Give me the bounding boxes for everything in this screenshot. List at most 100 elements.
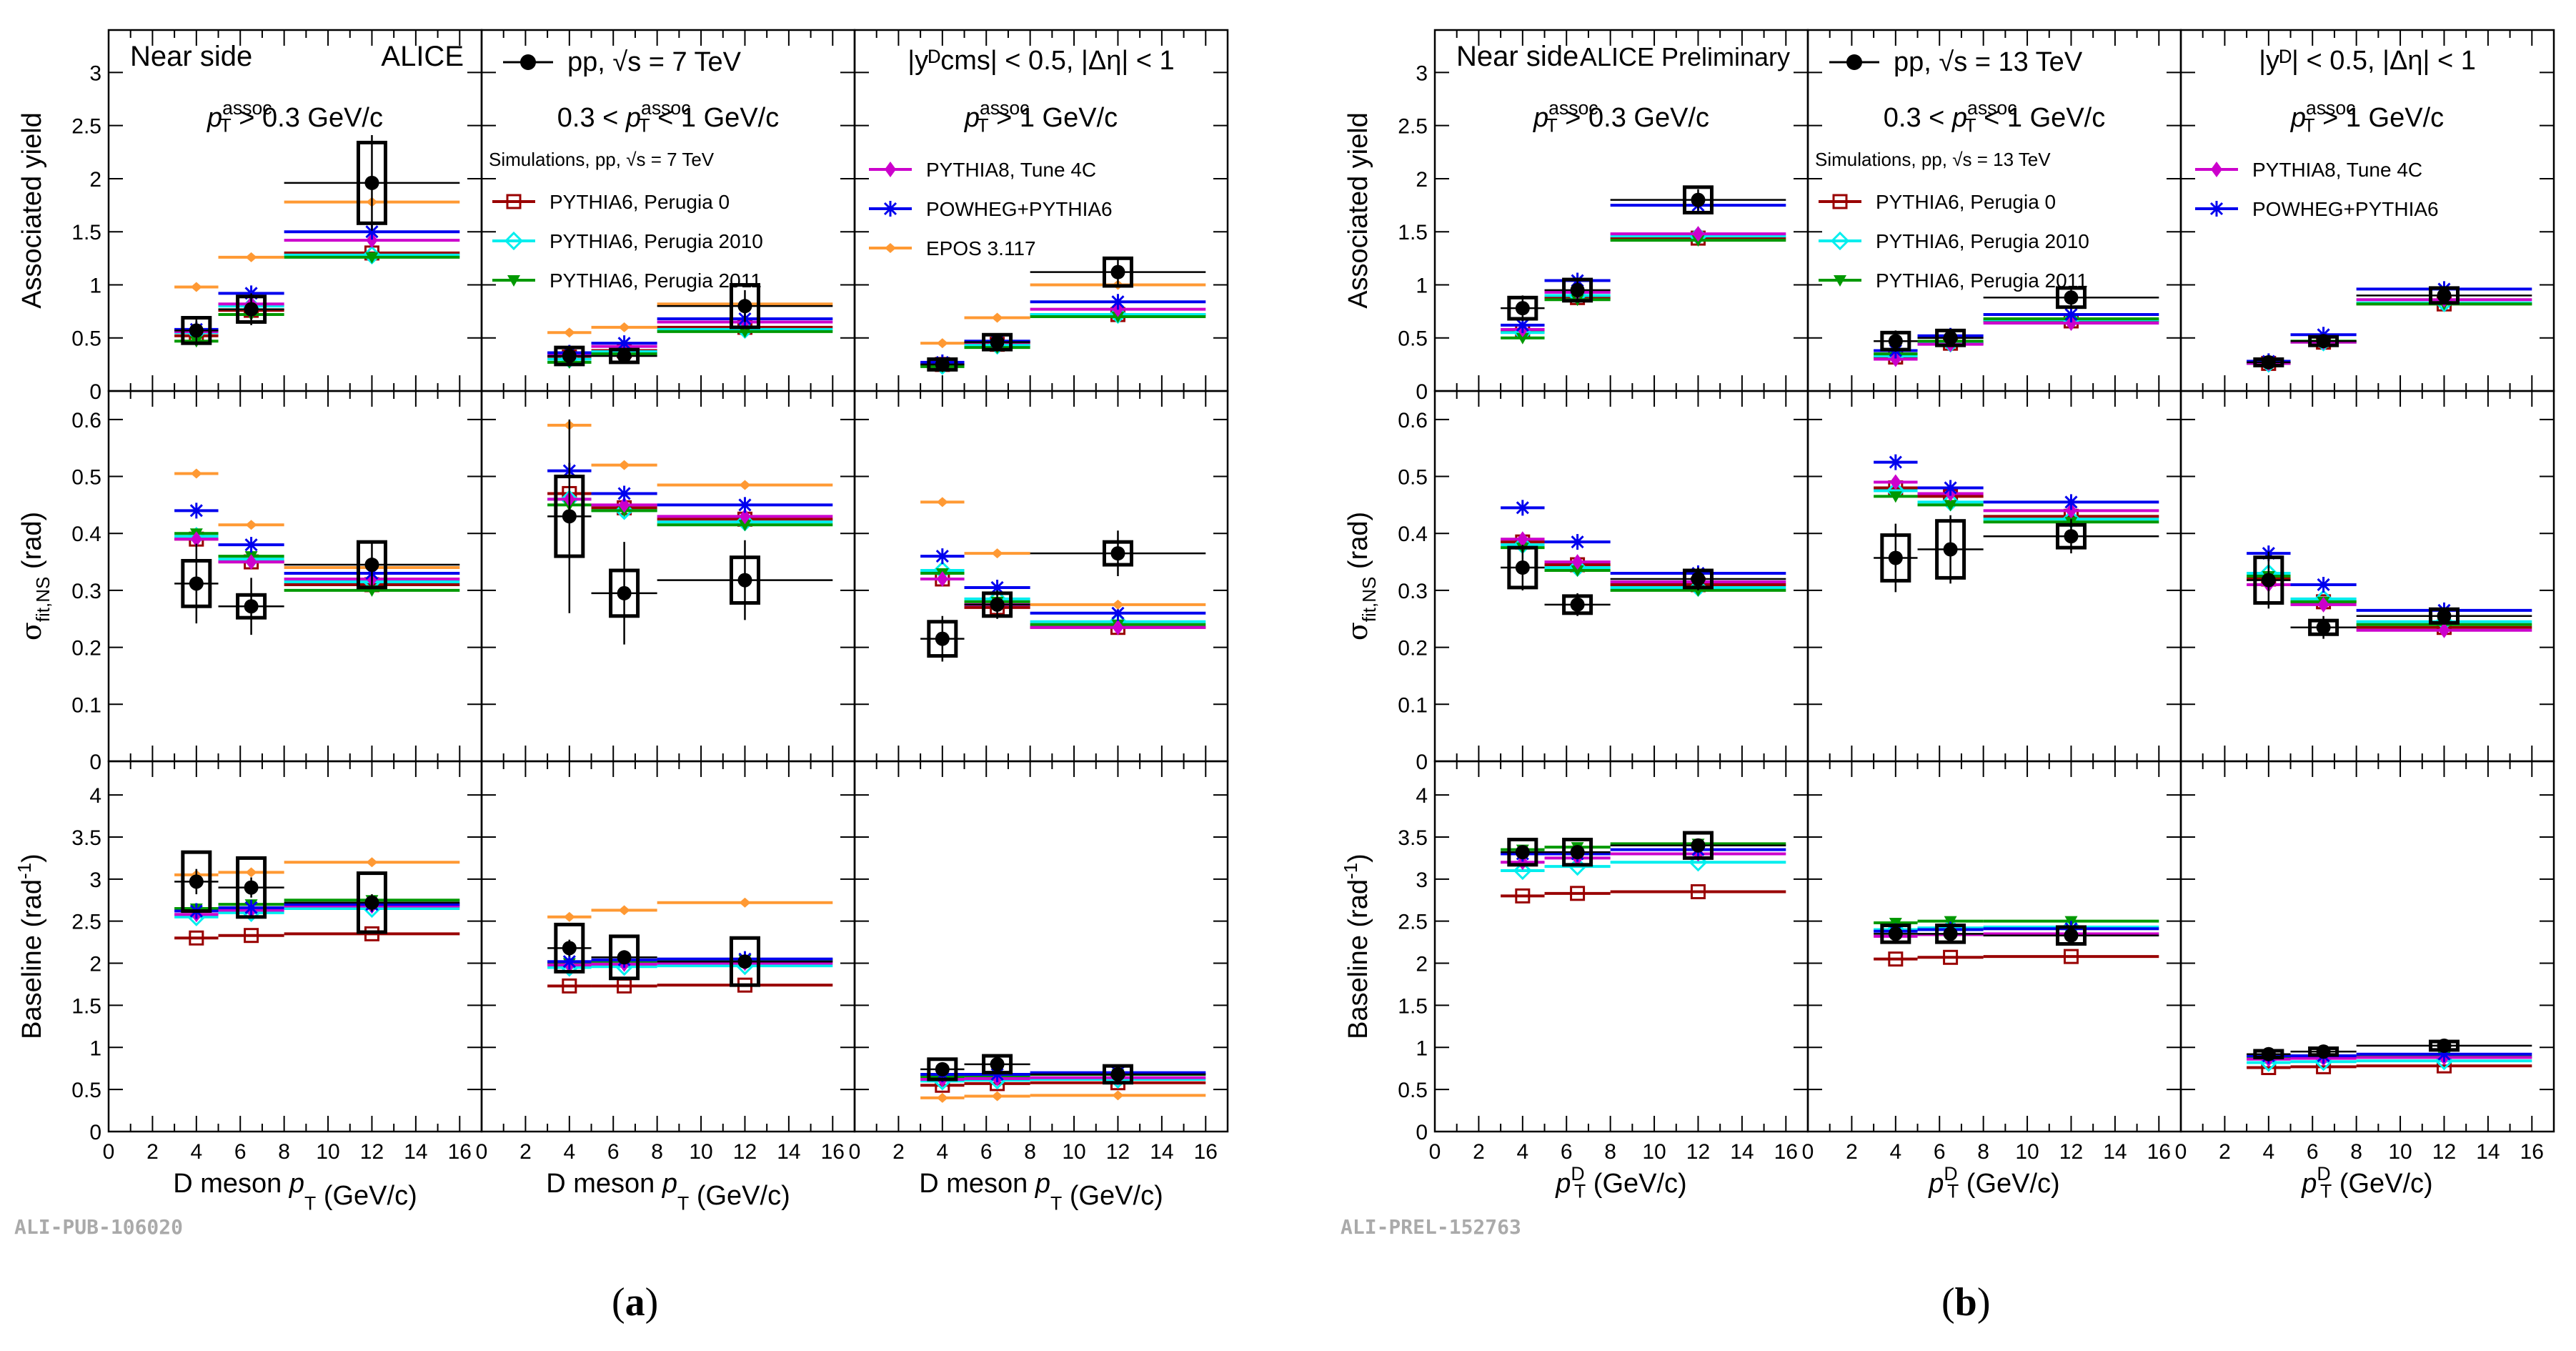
model-marker-powheg [2315, 576, 2332, 593]
data-point [617, 585, 632, 600]
model-marker-epos [618, 905, 630, 916]
text-part: (GeV/c) [316, 1181, 417, 1211]
text-part: assoc [980, 97, 1029, 119]
model-marker-perugia2010 [504, 231, 524, 251]
model-marker-pythia8 [2438, 622, 2450, 638]
model-marker-epos [991, 1091, 1003, 1102]
y-tick-label: 2.5 [1398, 911, 1428, 934]
model-marker-epos [1112, 599, 1124, 610]
model-marker-perugia2011 [738, 326, 752, 338]
data-point [2064, 529, 2079, 544]
model-marker-perugia0 [1515, 888, 1531, 904]
data-point [189, 576, 204, 591]
y-tick-label: 4 [89, 784, 101, 808]
data-point [1691, 571, 1706, 586]
y-tick-label: 0.3 [1398, 580, 1428, 603]
y-tick-label: 2 [1416, 953, 1428, 976]
model-marker-perugia2011 [1834, 275, 1846, 287]
text-part: T [1050, 1193, 1062, 1214]
model-marker-powheg [1110, 294, 1126, 310]
y-tick-label: 3 [1416, 61, 1428, 85]
model-marker-pythia8 [739, 508, 751, 525]
model-marker-powheg [1942, 480, 1959, 496]
x-tick-label: 4 [190, 1140, 202, 1164]
data-point [737, 299, 752, 314]
y-tick-label: 0 [89, 380, 101, 404]
legend-label: PYTHIA6, Perugia 0 [1876, 191, 2056, 213]
y-tick-label: 0.1 [1398, 693, 1428, 717]
text-part: D [1571, 1163, 1584, 1184]
y-tick-label: 2 [1416, 168, 1428, 192]
x-tick-label: 16 [821, 1140, 845, 1164]
model-marker-pythia8 [618, 497, 630, 513]
text-part: assoc [1967, 97, 2016, 119]
model-marker-powheg [1514, 317, 1531, 333]
model-marker-epos [245, 867, 257, 878]
x-tick-label: 6 [1934, 1140, 1946, 1164]
x-tick-label: 6 [607, 1140, 620, 1164]
x-tick-label: 14 [1150, 1140, 1173, 1164]
data-point [1110, 264, 1125, 279]
text-part: D [2317, 1163, 2330, 1184]
panel-frame [1433, 29, 1809, 392]
y-tick-label: 1.5 [71, 994, 101, 1018]
text-part: fit,NS [32, 577, 54, 623]
chart-panel: 0 2 4 6 8 10 12 14 16 [849, 760, 1229, 1164]
data-point [1110, 1067, 1125, 1082]
text-part: T [1574, 1181, 1586, 1202]
model-marker-pythia8 [366, 232, 378, 249]
data-point [1888, 550, 1903, 565]
model-marker-powheg [1569, 534, 1586, 550]
data-point [1570, 282, 1585, 297]
model-marker-perugia0 [506, 194, 522, 209]
model-marker-perugia2010 [1830, 231, 1850, 251]
x-tick-label: 12 [360, 1140, 384, 1164]
energy-label: pp, √s = 7 TeV [567, 47, 742, 77]
text-part: T [1546, 115, 1557, 137]
x-tick-label: 14 [1730, 1140, 1754, 1164]
text-part: (GeV/c) [1586, 1169, 1686, 1199]
text-part: (GeV/c) [2332, 1169, 2432, 1199]
chart-panel [2179, 29, 2555, 392]
x-tick-label: 10 [2388, 1140, 2412, 1164]
model-marker-perugia0 [1943, 949, 1959, 965]
model-marker-perugia0 [1888, 951, 1904, 967]
y-axis-label-text: Associated yield [1343, 112, 1373, 309]
y-tick-label: 2.5 [1398, 115, 1428, 139]
text-part: T [677, 1193, 689, 1214]
data-point [189, 323, 204, 338]
x-tick-label: 4 [1889, 1140, 1901, 1164]
data-point [364, 895, 379, 910]
model-marker-pythia8 [1516, 531, 1528, 548]
data-point [2064, 928, 2079, 943]
chart-panel [480, 390, 856, 763]
y-tick-label: 3.5 [1398, 826, 1428, 850]
y-tick-label: 0 [1416, 751, 1428, 774]
text-part: 0.3 < [1884, 103, 1952, 133]
chart-panel [2179, 390, 2555, 763]
panel-frame [107, 390, 483, 763]
text-part: (GeV/c) [1959, 1169, 2059, 1199]
text-part: p [1533, 103, 1548, 133]
data-point [935, 1062, 950, 1077]
panel-frame [1433, 760, 1809, 1133]
y-tick-label: 1 [89, 274, 101, 297]
model-marker-epos [563, 327, 575, 338]
x-axis-label: D meson pT (GeV/c) [546, 1169, 790, 1214]
model-marker-epos [991, 548, 1003, 559]
panel-frame [853, 760, 1229, 1133]
x-tick-label: 0 [1429, 1140, 1441, 1164]
y-tick-label: 0.5 [1398, 327, 1428, 351]
x-tick-label: 0 [849, 1140, 861, 1164]
model-marker-powheg [243, 537, 259, 553]
y-tick-label: 0 [1416, 380, 1428, 404]
model-marker-powheg [882, 201, 898, 217]
y-tick-label: 2 [89, 168, 101, 192]
legend-label: PYTHIA6, Perugia 2011 [549, 269, 762, 292]
model-marker-powheg [616, 485, 632, 502]
x-tick-label: 4 [1516, 1140, 1528, 1164]
chart-panel: 0 0.1 0.2 0.3 0.4 0.5 0.6 [1398, 390, 1809, 774]
model-marker-pythia8 [2065, 503, 2077, 519]
y-tick-label: 0.1 [71, 693, 101, 717]
